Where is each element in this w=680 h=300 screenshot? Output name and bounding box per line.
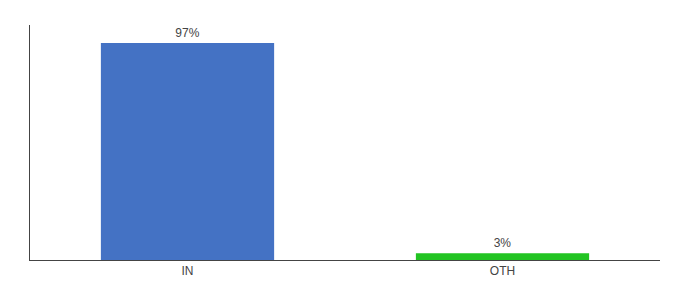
svg-text:OTH: OTH	[490, 264, 515, 278]
svg-text:97%: 97%	[175, 26, 199, 40]
svg-text:3%: 3%	[494, 236, 512, 250]
svg-text:IN: IN	[182, 264, 194, 278]
